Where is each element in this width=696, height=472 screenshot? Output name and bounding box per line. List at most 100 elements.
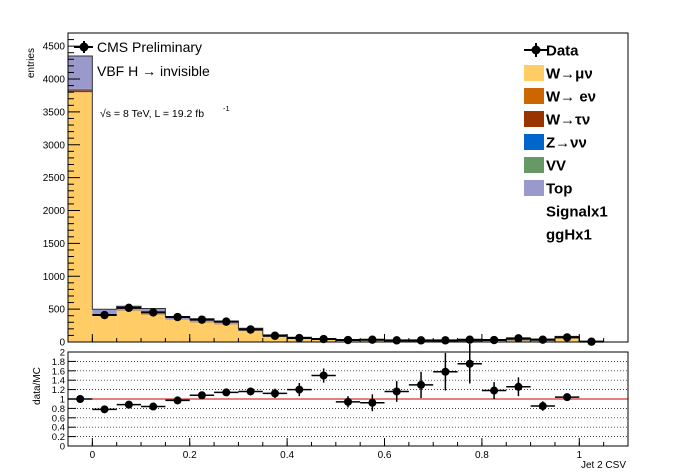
ratio-ytick-label: 1.6: [52, 366, 65, 377]
data-point-10: [311, 334, 336, 344]
ratio-xtick-label: 1: [577, 450, 583, 461]
ratio-point-10: [287, 383, 312, 397]
data-point-20: [554, 333, 580, 342]
ytick-label: 2000: [43, 206, 66, 217]
legend-label: Z→νν: [546, 135, 587, 152]
data-point-1: [92, 310, 117, 320]
bar-1-bin-3: [116, 310, 142, 342]
ratio-ylabel: data/MC: [32, 367, 43, 405]
legend-label: W→μν: [546, 66, 593, 83]
ratio-point-16: [433, 352, 458, 391]
data-point-4: [165, 312, 190, 322]
ratio-xtick-label: 0.8: [475, 450, 489, 461]
ratio-ytick-label: 1.2: [52, 385, 65, 396]
data-point-9: [287, 333, 312, 343]
data-point-2: [116, 303, 142, 313]
ratio-point-14: [384, 381, 409, 402]
data-point-7: [238, 325, 263, 334]
process-label: VBF H → invisible: [97, 63, 210, 79]
legend-label: Signalx1: [546, 204, 608, 221]
ytick-label: 0: [59, 338, 65, 349]
ratio-point-12: [335, 396, 361, 408]
ratio-plot: 00.20.40.60.811.21.41.61.820 0.2 0.4 0.6 0.8…: [32, 344, 629, 471]
ratio-ytick-label: 1.4: [52, 376, 65, 387]
bar-1-bin-8: [238, 330, 263, 342]
legend-label: ggHx1: [546, 227, 592, 244]
legend-entry-7: Top: [524, 180, 572, 198]
bar-1-bin-7: [214, 324, 239, 342]
main-plot: 0 500 1000 1500 2000 2500 3000 3500 4000 4500 ent…: [26, 32, 629, 349]
ratio-point-17: [457, 344, 482, 384]
data-point-5: [189, 315, 215, 324]
legend-label: VV: [546, 158, 566, 175]
ratio-point-9: [262, 388, 288, 399]
ytick-label: 1500: [43, 239, 66, 250]
ratio-points: [68, 344, 580, 414]
ratio-point-6: [189, 391, 215, 400]
data-point-8: [262, 331, 288, 340]
ytick-label: 1000: [43, 272, 66, 283]
ratio-point-2: [92, 405, 117, 414]
ratio-ytick-label: 2: [60, 348, 65, 359]
legend-entry-4: W→τν: [524, 111, 590, 129]
bar-5-bin-1: [68, 88, 93, 90]
data-point-18: [506, 334, 531, 343]
ratio-xtick-label: 0.4: [280, 450, 294, 461]
legend: Data W→μν W→ eν W→τν Z→νν VV Top Signalx1 ggHx1: [524, 43, 608, 244]
legend-entry-1: Data: [524, 43, 579, 60]
ratio-point-13: [360, 394, 385, 412]
ratio-xlabel: Jet 2 CSV: [581, 460, 626, 471]
legend-entry-6: VV: [524, 157, 566, 175]
legend-entry-5: Z→νν: [524, 134, 587, 152]
ratio-point-8: [238, 387, 263, 396]
ratio-xtick-label: 0.2: [183, 450, 197, 461]
main-ylabel: entries: [26, 48, 37, 78]
ratio-point-11: [311, 368, 336, 383]
legend-label: Top: [546, 181, 572, 198]
ratio-point-19: [506, 377, 531, 397]
experiment-label: CMS Preliminary: [97, 39, 202, 55]
data-point-3: [141, 308, 166, 317]
ratio-ytick-label: 0.4: [52, 423, 65, 434]
ratio-axes: 00.20.40.60.811.21.41.61.820 0.2 0.4 0.6 0.8…: [52, 348, 629, 461]
ytick-label: 3500: [43, 107, 66, 118]
ytick-label: 2500: [43, 173, 66, 184]
legend-entry-2: W→μν: [524, 65, 593, 83]
ytick-label: 4500: [43, 42, 66, 53]
legend-entry-8: Signalx1: [546, 204, 608, 221]
bar-3-bin-1: [68, 90, 93, 93]
legend-label: W→τν: [546, 112, 590, 129]
ratio-ytick-label: 0.2: [52, 432, 65, 443]
ytick-label: 3000: [43, 140, 66, 151]
ytick-label: 500: [48, 305, 65, 316]
ratio-point-21: [554, 393, 580, 402]
bar-1-bin-5: [165, 319, 190, 342]
bar-4-bin-1: [68, 89, 93, 91]
bar-1-bin-4: [141, 314, 166, 342]
ratio-point-4: [141, 402, 166, 411]
annotations: CMS Preliminary VBF H → invisible √s = 8…: [74, 39, 230, 120]
legend-label: Data: [546, 43, 579, 60]
legend-entry-9: ggHx1: [546, 227, 592, 244]
ratio-point-20: [530, 401, 555, 411]
legend-entry-3: W→ eν: [524, 88, 596, 106]
ratio-point-15: [408, 371, 434, 399]
ratio-ytick-label: 1.8: [52, 357, 65, 368]
ratio-point-5: [165, 396, 190, 405]
energy-lumi-label: √s = 8 TeV, L = 19.2 fb: [100, 108, 204, 120]
ratio-ytick-label: 0: [60, 442, 65, 453]
ratio-ytick-label: 1: [60, 395, 65, 406]
bar-1-bin-6: [189, 322, 215, 342]
ratio-ytick-label: 0.8: [52, 404, 65, 415]
data-point-6: [214, 317, 239, 326]
ytick-label: 4000: [43, 75, 66, 86]
ratio-xtick-label: 0: [90, 450, 96, 461]
ratio-point-3: [116, 400, 142, 409]
lumi-exponent: -1: [223, 104, 230, 113]
main-frame: [67, 32, 629, 343]
ratio-point-18: [481, 382, 507, 399]
legend-label: W→ eν: [546, 89, 596, 106]
ratio-point-7: [214, 388, 239, 397]
ratio-ytick-label: 0.6: [52, 413, 65, 424]
